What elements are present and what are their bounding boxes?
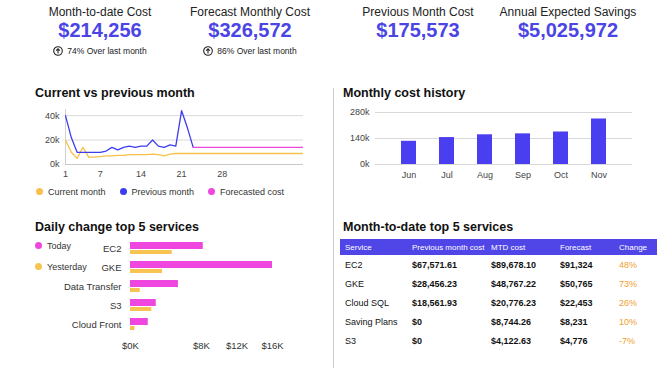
svg-text:Data Transfer: Data Transfer	[64, 281, 122, 292]
svg-text:Cloud Front: Cloud Front	[72, 319, 122, 330]
html-text:$20,776.23: $20,776.23	[491, 297, 536, 308]
html-text:Today: Today	[47, 240, 71, 251]
svg-text:28: 28	[217, 169, 227, 179]
svg-text:280k: 280k	[350, 107, 370, 117]
html-text:$28,456.23: $28,456.23	[412, 278, 457, 289]
svg-text:$0K: $0K	[122, 340, 140, 351]
svg-text:0k: 0k	[360, 159, 370, 169]
svg-text:$8K: $8K	[193, 340, 211, 351]
html-text:$326,572: $326,572	[208, 19, 292, 41]
html-text:$5,025,972: $5,025,972	[517, 19, 618, 41]
html-text:Current month: Current month	[48, 186, 106, 197]
html-text:Current vs previous month: Current vs previous month	[35, 86, 195, 100]
svg-text:Aug: Aug	[477, 170, 493, 180]
html-text:Yesterday: Yesterday	[47, 261, 87, 272]
svg-text:0k: 0k	[50, 159, 60, 169]
html-text:MTD cost: MTD cost	[491, 242, 526, 252]
svg-text:140k: 140k	[350, 133, 370, 143]
svg-text:S3: S3	[110, 300, 122, 311]
svg-text:21: 21	[177, 169, 187, 179]
html-text:$48,767.22: $48,767.22	[491, 278, 536, 289]
html-text:Annual Expected Savings: Annual Expected Savings	[499, 5, 637, 19]
html-text:$8,231: $8,231	[560, 316, 588, 327]
html-text:$8,744.26: $8,744.26	[491, 316, 531, 327]
html-text:Forecast: Forecast	[560, 242, 592, 252]
svg-text:EC2: EC2	[103, 243, 121, 254]
html-text:74% Over last month: 74% Over last month	[67, 45, 147, 56]
svg-text:Sep: Sep	[515, 170, 531, 180]
html-text:Monthly cost history: Monthly cost history	[343, 86, 466, 100]
html-text:Month-to-date top 5 services: Month-to-date top 5 services	[343, 220, 514, 234]
svg-text:$12K: $12K	[226, 340, 249, 351]
html-text:$0: $0	[412, 335, 422, 346]
html-text:$22,453: $22,453	[560, 297, 593, 308]
html-text:$18,561.93: $18,561.93	[412, 297, 457, 308]
html-text:Change: Change	[619, 242, 647, 252]
html-text:GKE: GKE	[345, 278, 364, 289]
html-text:73%: 73%	[619, 278, 637, 289]
svg-text:Jul: Jul	[441, 170, 453, 180]
html-text:$175,573: $175,573	[376, 19, 460, 41]
html-text:Previous Month Cost: Previous Month Cost	[362, 5, 474, 19]
html-text:S3: S3	[345, 335, 356, 346]
html-text:$89,678.10: $89,678.10	[491, 259, 536, 270]
html-text:$50,765: $50,765	[560, 278, 593, 289]
html-text:48%: 48%	[619, 259, 637, 270]
html-text:86% Over last month: 86% Over last month	[217, 45, 297, 56]
html-text:Forecasted cost: Forecasted cost	[220, 186, 285, 197]
svg-text:40k: 40k	[45, 110, 60, 120]
svg-text:14: 14	[136, 169, 146, 179]
svg-text:7: 7	[98, 169, 103, 179]
html-text:$67,571.61: $67,571.61	[412, 259, 457, 270]
html-text:$4,122.63: $4,122.63	[491, 335, 531, 346]
svg-text:$16K: $16K	[261, 340, 284, 351]
html-text:$91,324: $91,324	[560, 259, 593, 270]
html-text:Service: Service	[345, 242, 372, 252]
svg-text:GKE: GKE	[101, 262, 121, 273]
html-text:EC2: EC2	[345, 259, 363, 270]
svg-text:Nov: Nov	[591, 170, 608, 180]
html-text:10%: 10%	[619, 316, 637, 327]
svg-text:1: 1	[63, 169, 68, 179]
html-text:Previous month cost: Previous month cost	[412, 242, 485, 252]
svg-text:Oct: Oct	[554, 170, 569, 180]
html-text:Daily change top 5 services: Daily change top 5 services	[35, 220, 199, 234]
html-text:26%: 26%	[619, 297, 637, 308]
html-text:Previous month: Previous month	[131, 186, 195, 197]
html-text:Saving Plans: Saving Plans	[345, 316, 398, 327]
html-text:Cloud SQL: Cloud SQL	[345, 297, 389, 308]
html-text:-7%: -7%	[619, 335, 635, 346]
html-text:Forecast Monthly Cost: Forecast Monthly Cost	[190, 5, 310, 19]
html-text:$0: $0	[412, 316, 422, 327]
html-text:Month-to-date Cost: Month-to-date Cost	[48, 5, 152, 19]
svg-text:Jun: Jun	[402, 170, 417, 180]
html-text:$214,256: $214,256	[58, 19, 142, 41]
svg-text:20k: 20k	[45, 135, 60, 145]
html-text:$4,776: $4,776	[560, 335, 588, 346]
